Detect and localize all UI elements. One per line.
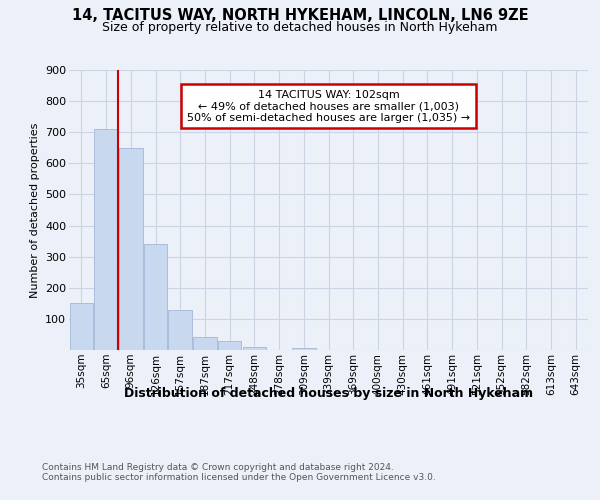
Bar (242, 347, 266, 350)
Y-axis label: Number of detached properties: Number of detached properties (29, 122, 40, 298)
Text: Distribution of detached houses by size in North Hykeham: Distribution of detached houses by size … (124, 388, 533, 400)
Bar (144, 244, 167, 350)
Text: 14 TACITUS WAY: 102sqm
← 49% of detached houses are smaller (1,003)
50% of semi-: 14 TACITUS WAY: 102sqm ← 49% of detached… (187, 90, 470, 123)
Bar (119, 148, 143, 350)
Text: 14, TACITUS WAY, NORTH HYKEHAM, LINCOLN, LN6 9ZE: 14, TACITUS WAY, NORTH HYKEHAM, LINCOLN,… (71, 8, 529, 22)
Bar (218, 342, 241, 350)
Bar (94, 129, 118, 350)
Bar (292, 348, 316, 350)
Bar (193, 337, 217, 350)
Bar (70, 304, 93, 350)
Text: Contains HM Land Registry data © Crown copyright and database right 2024.
Contai: Contains HM Land Registry data © Crown c… (42, 462, 436, 482)
Text: Size of property relative to detached houses in North Hykeham: Size of property relative to detached ho… (102, 21, 498, 34)
Bar (169, 310, 192, 350)
